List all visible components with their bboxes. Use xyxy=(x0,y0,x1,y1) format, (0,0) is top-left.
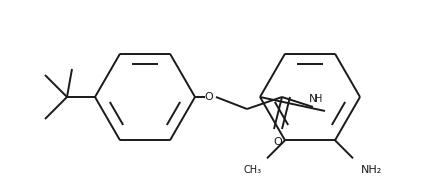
Text: H: H xyxy=(315,94,323,104)
Text: O: O xyxy=(274,137,282,147)
Text: N: N xyxy=(309,94,317,104)
Text: CH₃: CH₃ xyxy=(244,165,262,175)
Text: O: O xyxy=(205,92,213,102)
Text: NH₂: NH₂ xyxy=(360,165,381,175)
